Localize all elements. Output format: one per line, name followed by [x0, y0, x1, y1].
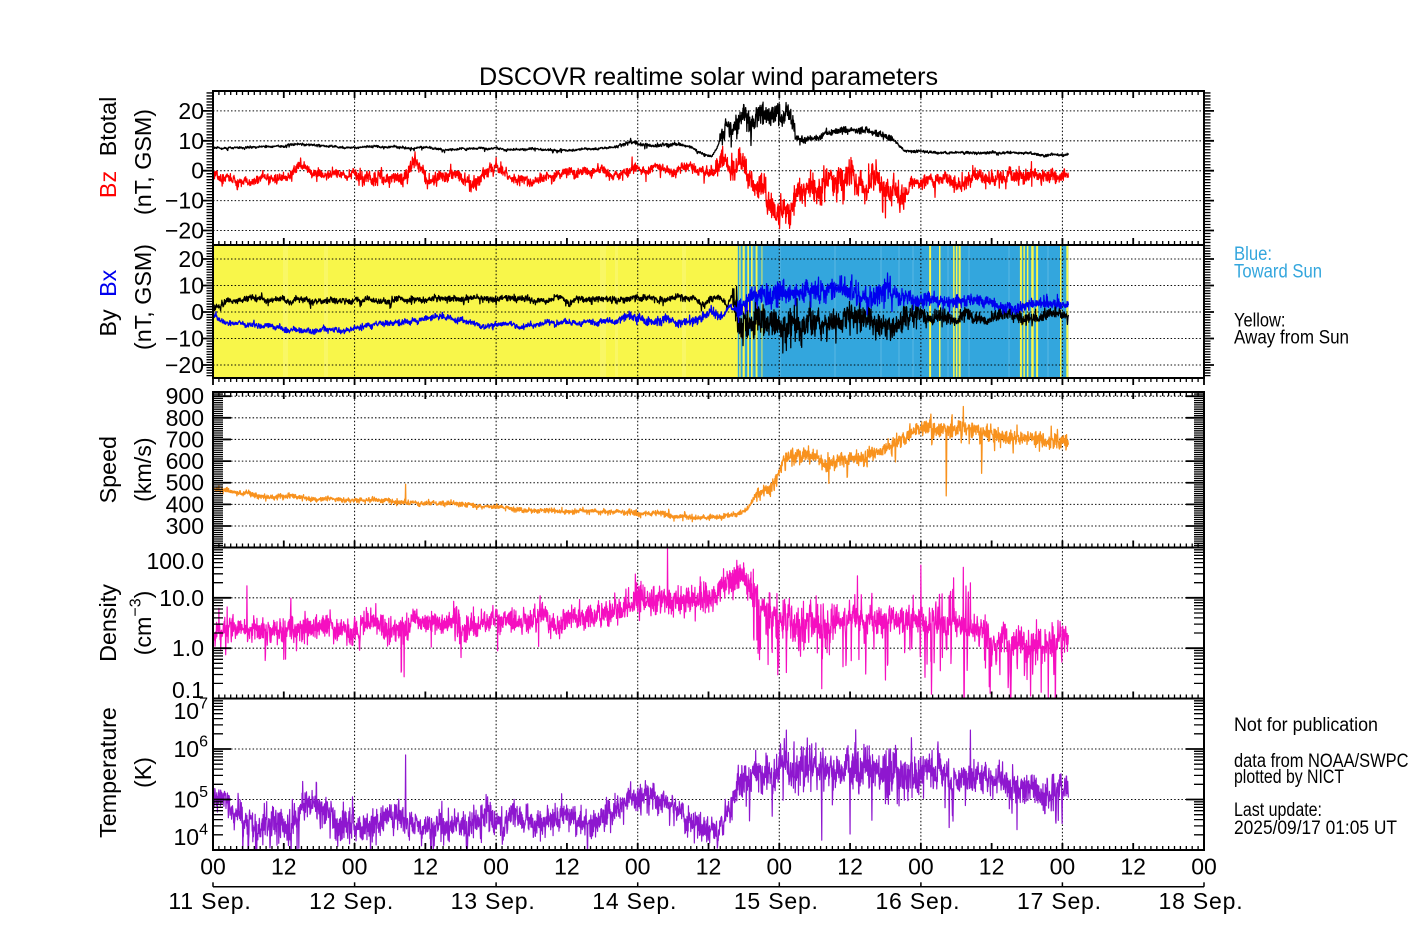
svg-text:−20: −20 — [165, 352, 204, 378]
svg-text:12: 12 — [554, 854, 580, 880]
svg-text:20: 20 — [178, 98, 204, 124]
svg-text:00: 00 — [1191, 854, 1217, 880]
svg-text:Away from Sun: Away from Sun — [1234, 328, 1349, 349]
svg-text:12: 12 — [271, 854, 297, 880]
svg-text:13 Sep.: 13 Sep. — [451, 888, 536, 914]
svg-text:900: 900 — [166, 383, 204, 409]
svg-text:00: 00 — [625, 854, 651, 880]
svg-text:00: 00 — [908, 854, 934, 880]
svg-text:plotted by NICT: plotted by NICT — [1234, 767, 1344, 788]
svg-text:00: 00 — [767, 854, 793, 880]
svg-text:By: By — [95, 309, 121, 337]
svg-text:00: 00 — [342, 854, 368, 880]
svg-text:18 Sep.: 18 Sep. — [1159, 888, 1244, 914]
svg-text:12 Sep.: 12 Sep. — [309, 888, 394, 914]
svg-text:12: 12 — [413, 854, 439, 880]
svg-text:12: 12 — [1120, 854, 1146, 880]
svg-text:(K): (K) — [130, 757, 156, 788]
svg-text:600: 600 — [166, 448, 204, 474]
svg-text:Blue:: Blue: — [1234, 244, 1272, 265]
svg-text:10.0: 10.0 — [159, 585, 204, 611]
svg-text:(km/s): (km/s) — [130, 437, 156, 502]
svg-text:00: 00 — [200, 854, 226, 880]
svg-text:12: 12 — [696, 854, 722, 880]
svg-text:10: 10 — [178, 273, 204, 299]
svg-text:00: 00 — [483, 854, 509, 880]
svg-text:15 Sep.: 15 Sep. — [734, 888, 819, 914]
svg-text:0: 0 — [191, 299, 204, 325]
svg-text:−10: −10 — [165, 326, 204, 352]
svg-text:14 Sep.: 14 Sep. — [592, 888, 677, 914]
svg-text:(nT, GSM): (nT, GSM) — [130, 244, 156, 350]
svg-text:Yellow:: Yellow: — [1234, 311, 1286, 332]
svg-text:0: 0 — [191, 158, 204, 184]
svg-text:0.1: 0.1 — [172, 677, 204, 703]
svg-text:1.0: 1.0 — [172, 635, 204, 661]
svg-text:−10: −10 — [165, 188, 204, 214]
svg-text:Temperature: Temperature — [95, 707, 121, 838]
svg-text:20: 20 — [178, 246, 204, 272]
svg-text:400: 400 — [166, 491, 204, 517]
svg-text:Bx: Bx — [95, 269, 121, 297]
svg-text:17 Sep.: 17 Sep. — [1017, 888, 1102, 914]
svg-text:Btotal: Btotal — [95, 97, 121, 157]
svg-text:2025/09/17 01:05 UT: 2025/09/17 01:05 UT — [1234, 818, 1397, 839]
svg-text:Speed: Speed — [95, 436, 121, 503]
svg-text:12: 12 — [837, 854, 863, 880]
svg-text:Last update:: Last update: — [1234, 800, 1322, 821]
svg-text:10: 10 — [178, 128, 204, 154]
svg-text:data from NOAA/SWPC: data from NOAA/SWPC — [1234, 751, 1409, 772]
svg-text:300: 300 — [166, 513, 204, 539]
svg-text:16 Sep.: 16 Sep. — [875, 888, 960, 914]
svg-text:106: 106 — [174, 734, 209, 762]
svg-text:(nT, GSM): (nT, GSM) — [130, 109, 156, 215]
svg-text:100.0: 100.0 — [146, 548, 204, 574]
svg-text:Bz: Bz — [95, 171, 121, 198]
svg-text:500: 500 — [166, 470, 204, 496]
svg-text:700: 700 — [166, 426, 204, 452]
svg-text:12: 12 — [979, 854, 1005, 880]
svg-text:−20: −20 — [165, 218, 204, 244]
svg-text:Toward Sun: Toward Sun — [1234, 262, 1322, 283]
svg-text:Density: Density — [95, 584, 121, 662]
svg-text:Not for publication: Not for publication — [1234, 715, 1378, 736]
svg-text:DSCOVR realtime solar wind par: DSCOVR realtime solar wind parameters — [479, 63, 938, 91]
svg-text:11 Sep.: 11 Sep. — [168, 888, 251, 914]
svg-text:00: 00 — [1050, 854, 1076, 880]
svg-text:800: 800 — [166, 405, 204, 431]
